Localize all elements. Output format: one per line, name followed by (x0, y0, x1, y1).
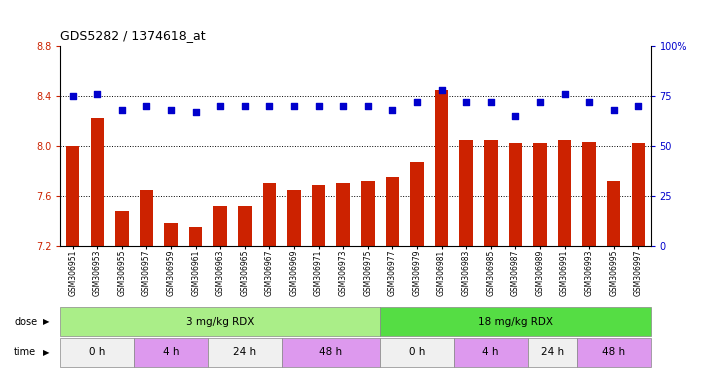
Point (338, 103, 349, 109)
Point (190, 109, 201, 115)
Point (215, 103, 226, 109)
Point (67, 93, 78, 99)
Bar (410, 162, 424, 246)
Bar (287, 190, 301, 246)
Point (141, 103, 152, 109)
Point (485, 99, 496, 105)
Bar (66, 146, 80, 246)
Point (633, 103, 644, 109)
Point (559, 91, 570, 97)
Bar (508, 144, 522, 246)
Text: 48 h: 48 h (319, 347, 343, 358)
Bar (459, 140, 473, 246)
Point (461, 99, 472, 105)
Point (584, 99, 595, 105)
Bar (164, 223, 178, 246)
Text: time: time (14, 347, 36, 358)
Point (436, 87, 447, 93)
Point (289, 103, 300, 109)
Bar (380, 338, 454, 367)
Text: 24 h: 24 h (540, 347, 564, 358)
Text: dose: dose (14, 316, 38, 327)
Bar (208, 338, 282, 367)
Bar (312, 185, 326, 246)
Point (608, 107, 619, 113)
Point (534, 99, 545, 105)
Bar (380, 307, 651, 336)
Bar (238, 206, 252, 246)
Bar (631, 144, 645, 246)
Bar (582, 142, 596, 246)
Bar (282, 338, 380, 367)
Point (387, 107, 398, 113)
Bar (115, 211, 129, 246)
Point (313, 103, 324, 109)
Point (239, 103, 250, 109)
Text: ▶: ▶ (43, 348, 49, 357)
Text: 48 h: 48 h (602, 347, 625, 358)
Bar (385, 177, 399, 246)
Bar (60, 338, 134, 367)
Bar (90, 118, 104, 246)
Point (166, 107, 177, 113)
Bar (607, 181, 621, 246)
Bar (189, 227, 203, 246)
Point (264, 103, 275, 109)
Bar (60, 307, 380, 336)
Bar (262, 184, 276, 246)
Bar (557, 140, 571, 246)
Point (92, 91, 103, 97)
Text: ▶: ▶ (43, 317, 49, 326)
Text: 4 h: 4 h (163, 347, 179, 358)
Bar (134, 338, 208, 367)
Bar (140, 190, 154, 246)
Bar (454, 338, 528, 367)
Bar (361, 181, 375, 246)
Text: 3 mg/kg RDX: 3 mg/kg RDX (186, 316, 255, 327)
Bar (484, 140, 498, 246)
Bar (336, 184, 350, 246)
Point (362, 103, 373, 109)
Point (510, 113, 521, 119)
Bar (533, 144, 547, 246)
Bar (213, 206, 227, 246)
Point (411, 99, 422, 105)
Bar (577, 338, 651, 367)
Bar (528, 338, 577, 367)
Text: 0 h: 0 h (409, 347, 425, 358)
Text: 4 h: 4 h (483, 347, 499, 358)
Text: 24 h: 24 h (233, 347, 257, 358)
Bar (435, 90, 449, 246)
Text: GDS5282 / 1374618_at: GDS5282 / 1374618_at (60, 29, 206, 42)
Text: 18 mg/kg RDX: 18 mg/kg RDX (478, 316, 553, 327)
Point (116, 107, 127, 113)
Text: 0 h: 0 h (89, 347, 105, 358)
